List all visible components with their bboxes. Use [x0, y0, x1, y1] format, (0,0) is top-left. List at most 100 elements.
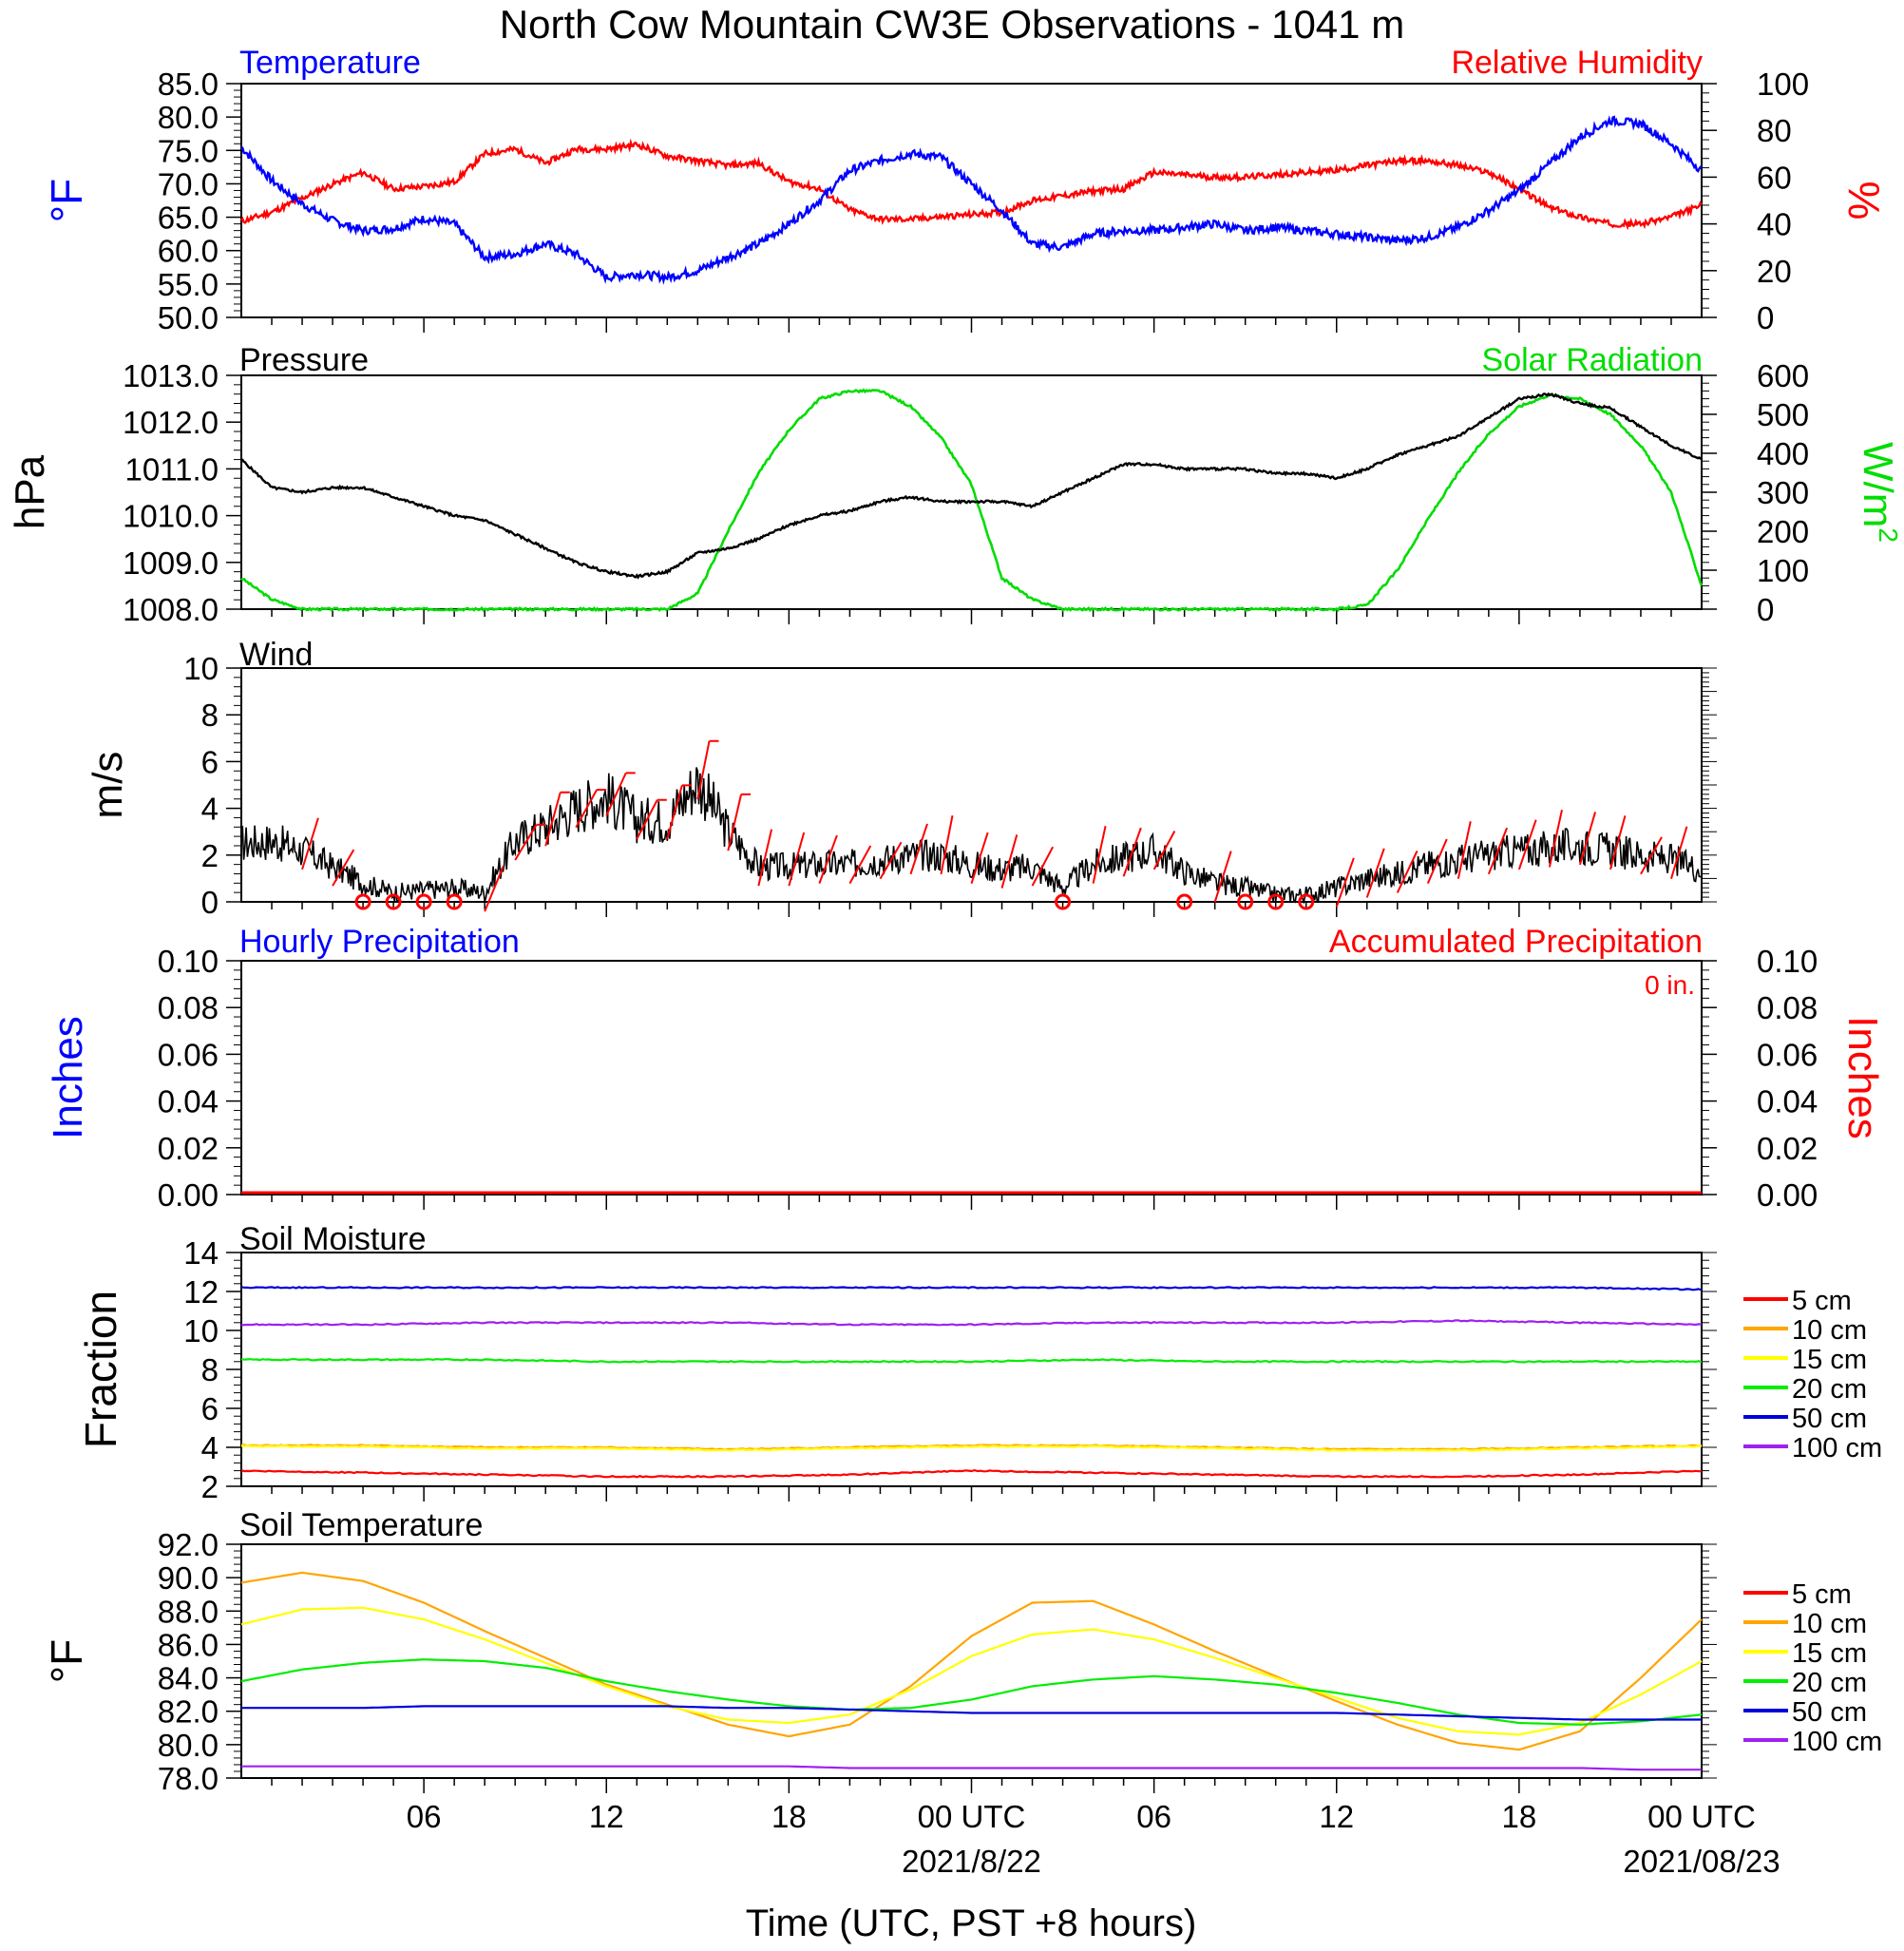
soil-temp-y-tick-label: 88.0: [158, 1594, 219, 1629]
wind-calm-marker: [354, 893, 371, 910]
soil-moisture-y-tick-label: 4: [201, 1430, 219, 1465]
soil-temp-series-line: [240, 1658, 1703, 1726]
precip-left-y-tick-label: 0.10: [158, 944, 219, 979]
pressure-label: Pressure: [239, 342, 369, 378]
soil-moisture-y-tick-label: 10: [183, 1313, 219, 1348]
pressure-unit-label: hPa: [7, 454, 53, 529]
solar-unit-superscript: 2: [1874, 527, 1903, 543]
soil-temp-legend-entry-label: 10 cm: [1792, 1609, 1867, 1639]
temp-y-tick-label: 65.0: [158, 201, 219, 236]
hourly-precip-label: Hourly Precipitation: [239, 924, 520, 960]
solar-unit-label: W/m2: [1855, 442, 1903, 543]
wind-barb: [818, 834, 838, 884]
precip-left-y-tick-label: 0.06: [158, 1037, 219, 1072]
soil-moisture-legend-entry-label: 10 cm: [1792, 1315, 1867, 1346]
soil-moisture-series-line: [240, 1357, 1703, 1364]
wind-barb: [1548, 809, 1563, 868]
wind-barb: [879, 841, 903, 880]
wind-calm-marker: [446, 893, 463, 910]
pressure-series-line: [241, 392, 1703, 580]
x-tick-label: 18: [1502, 1799, 1537, 1834]
soil-temp-y-tick-label: 84.0: [158, 1661, 219, 1696]
wind-y-tick-label: 8: [201, 698, 219, 733]
rh-y-tick-label: 80: [1757, 113, 1792, 148]
rh-series-line: [240, 138, 1703, 231]
wind-barb: [1000, 834, 1019, 889]
wind-barb: [575, 789, 599, 829]
wind-y-tick-label: 0: [201, 885, 219, 920]
precip-right-y-tick-label: 0.06: [1757, 1037, 1818, 1072]
temp-y-tick-label: 55.0: [158, 267, 219, 302]
temperature-label: Temperature: [239, 45, 421, 81]
wind-barb: [696, 740, 711, 800]
wind-barb: [1335, 857, 1355, 908]
wind-barb: [544, 792, 562, 847]
x-tick-label: 12: [1319, 1799, 1354, 1834]
soil-moisture-legend-entry-label: 5 cm: [1792, 1286, 1852, 1316]
wind-barb: [788, 832, 806, 887]
soil-temp-legend-entry-label: 50 cm: [1792, 1697, 1867, 1728]
wind-calm-marker: [1267, 893, 1285, 910]
temp-y-tick-label: 50.0: [158, 300, 219, 335]
x-tick-label: 06: [1136, 1799, 1171, 1834]
rh-unit-label: %: [1839, 182, 1889, 220]
accum-precip-label: Accumulated Precipitation: [1329, 924, 1703, 960]
soil-temp-y-tick-label: 82.0: [158, 1694, 219, 1730]
soil-temp-label: Soil Temperature: [239, 1507, 483, 1543]
soil-moisture-legend-entry-label: 100 cm: [1792, 1433, 1882, 1463]
precip-right-y-tick-label: 0.10: [1757, 944, 1818, 979]
soil-moisture-y-tick-label: 8: [201, 1352, 219, 1387]
temp-y-tick-label: 75.0: [158, 133, 219, 168]
wind-barb: [332, 849, 355, 887]
pressure-y-tick-label: 1013.0: [123, 358, 219, 393]
wind-barb: [1517, 819, 1537, 870]
precip-right-y-tick-label: 0.08: [1757, 990, 1818, 1025]
soil-temp-series-line: [241, 1705, 1702, 1721]
wind-calm-marker: [1237, 893, 1254, 910]
wind-barb: [1396, 850, 1418, 893]
precip-right-unit: Inches: [1839, 1016, 1886, 1139]
solar-y-tick-label: 0: [1757, 592, 1774, 627]
rh-y-tick-label: 100: [1757, 67, 1809, 102]
figure-title: North Cow Mountain CW3E Observations - 1…: [500, 2, 1404, 47]
soil-moisture-legend-entry-label: 15 cm: [1792, 1345, 1867, 1375]
wind-barb: [909, 823, 928, 875]
wind-barb: [1031, 846, 1055, 887]
solar-y-tick-label: 200: [1757, 514, 1809, 549]
wind-calm-marker: [385, 893, 402, 910]
wind-barb: [1640, 836, 1663, 875]
pressure-y-tick-label: 1011.0: [125, 451, 219, 487]
temp-y-tick-label: 70.0: [158, 166, 219, 201]
wind-speed-series-line: [240, 767, 1703, 905]
wind-barb: [940, 815, 954, 874]
wind-y-tick-label: 4: [201, 792, 219, 827]
soil-temp-series-line: [240, 1606, 1703, 1736]
pressure-y-tick-label: 1008.0: [123, 592, 219, 627]
wind-barb: [301, 817, 319, 870]
wind-barb: [1487, 827, 1509, 875]
wind-calm-marker: [415, 893, 432, 910]
wind-barb: [484, 866, 505, 912]
soil-moisture-y-tick-label: 2: [201, 1469, 219, 1504]
precip-left-y-tick-label: 0.00: [158, 1177, 219, 1213]
solar-y-tick-label: 600: [1757, 358, 1809, 393]
soil-temp-legend-entry-label: 20 cm: [1792, 1668, 1867, 1698]
soil-temp-y-tick-label: 92.0: [158, 1527, 219, 1562]
x-tick-label: 00 UTC: [918, 1799, 1026, 1834]
rh-y-tick-label: 20: [1757, 254, 1792, 289]
wind-calm-marker: [1298, 893, 1315, 910]
x-axis-label: Time (UTC, PST +8 hours): [746, 1903, 1197, 1944]
wind-barb: [1365, 848, 1385, 898]
precip-right-y-tick-label: 0.02: [1757, 1131, 1818, 1166]
precip-left-unit: Inches: [45, 1016, 91, 1139]
temp-rh-frame: [240, 83, 1703, 318]
precip-frame: [240, 960, 1703, 1195]
temp-y-tick-label: 85.0: [158, 67, 219, 102]
relative-humidity-label: Relative Humidity: [1451, 45, 1703, 81]
soil-moisture-series-line: [240, 1444, 1703, 1452]
wind-barb: [1152, 831, 1176, 870]
soil-moisture-series-line: [240, 1286, 1703, 1291]
wind-barb: [666, 785, 683, 840]
soil-temp-legend-entry-label: 15 cm: [1792, 1638, 1867, 1669]
